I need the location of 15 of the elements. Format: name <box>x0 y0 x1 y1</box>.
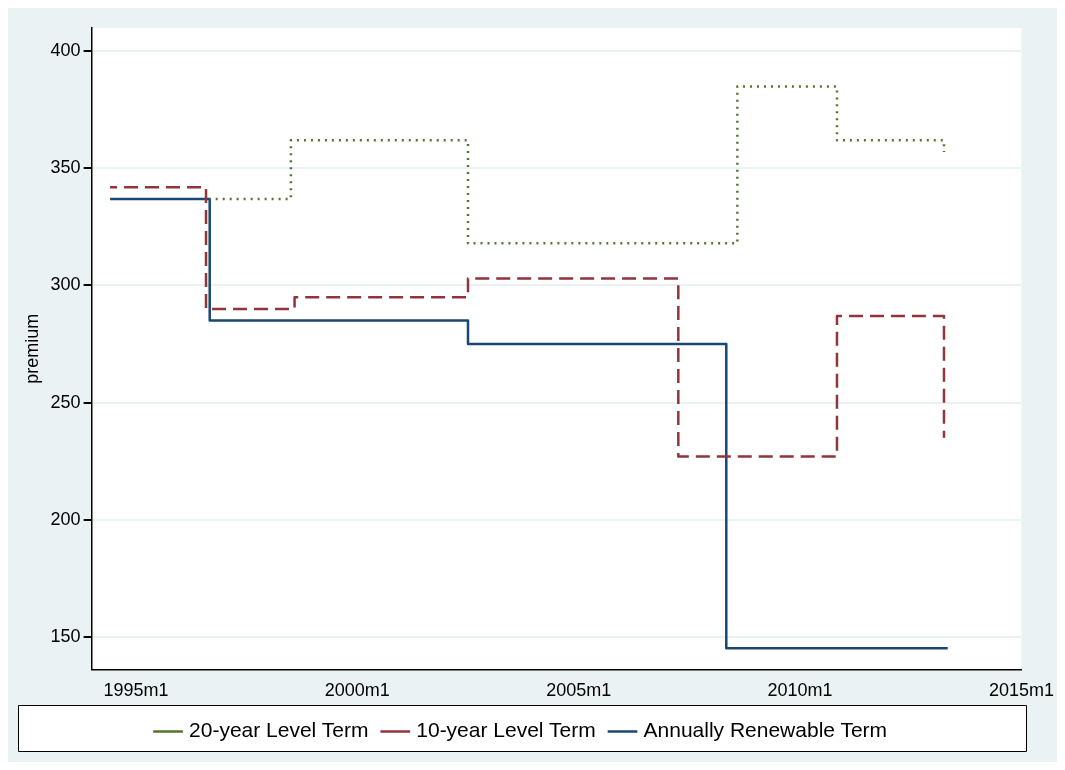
y-tick-label: 250 <box>50 391 81 412</box>
y-tick-label: 300 <box>50 274 81 295</box>
y-axis-title: premium <box>21 313 42 384</box>
x-tick-label: 2005m1 <box>546 680 612 701</box>
y-tick-label: 400 <box>50 40 81 61</box>
x-tick-label: 2015m1 <box>988 680 1055 701</box>
y-tick-label: 200 <box>50 508 81 529</box>
legend-label: 20-year Level Term <box>189 718 369 742</box>
legend-label: Annually Renewable Term <box>643 718 888 742</box>
x-tick-label: 2000m1 <box>324 680 390 701</box>
y-tick-label: 150 <box>50 625 81 646</box>
x-tick-label: 1995m1 <box>103 680 169 701</box>
x-tick-label: 2010m1 <box>767 680 833 701</box>
y-tick-label: 350 <box>50 157 81 178</box>
legend-label: 10-year Level Term <box>416 718 596 742</box>
